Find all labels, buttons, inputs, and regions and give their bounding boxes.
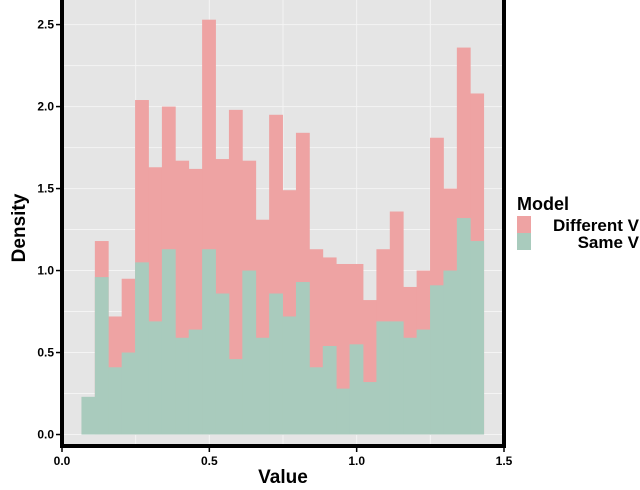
y-tick-label: 0.5: [37, 346, 54, 360]
plot-panel-frame: [60, 0, 506, 448]
same-v-bar: [94, 277, 109, 435]
same-v-bar: [403, 337, 418, 435]
x-axis-ticks: 0.0 0.5 1.0 1.5: [54, 448, 513, 468]
same-v-bar: [135, 262, 149, 435]
x-tick-label: 1.5: [496, 454, 513, 468]
same-v-bar: [349, 344, 364, 435]
same-v-bar: [322, 345, 337, 435]
same-v-bar: [363, 382, 377, 435]
same-v-bar: [255, 337, 270, 435]
legend-title: Model: [517, 194, 569, 214]
x-tick-label: 0.0: [54, 454, 71, 468]
same-v-bar: [108, 367, 123, 435]
same-v-bar: [175, 337, 190, 435]
same-v-bar: [81, 396, 96, 435]
x-tick-label: 1.0: [348, 454, 365, 468]
same-v-bar: [470, 241, 485, 435]
same-v-bar: [443, 270, 458, 435]
same-v-bar: [389, 321, 404, 435]
same-v-bar: [228, 359, 243, 435]
same-v-bar: [215, 293, 230, 435]
same-v-bar: [376, 321, 391, 435]
y-tick-label: 2.0: [37, 100, 54, 114]
same-v-bar: [161, 249, 176, 435]
legend-key-different-v: [517, 216, 531, 233]
same-v-bar: [242, 270, 257, 435]
same-v-bars: [81, 218, 485, 435]
legend-label-different-v: Different V: [553, 216, 640, 235]
same-v-bar: [269, 293, 283, 435]
same-v-bar: [282, 316, 297, 435]
same-v-bar: [430, 285, 444, 435]
same-v-bar: [456, 218, 471, 435]
y-axis-ticks: 0.0 0.5 1.0 1.5 2.0 2.5: [37, 18, 60, 442]
same-v-bar: [309, 367, 324, 435]
x-tick-label: 0.5: [201, 454, 218, 468]
x-axis-title: Value: [258, 467, 308, 488]
different-v-bar: [228, 109, 243, 435]
same-v-bar: [336, 388, 350, 435]
legend: Model Different V Same V: [517, 194, 640, 252]
same-v-bar: [295, 282, 310, 435]
y-tick-label: 1.5: [37, 182, 54, 196]
same-v-bar: [188, 329, 203, 435]
same-v-bar: [121, 352, 136, 435]
same-v-bar: [148, 321, 163, 435]
y-tick-label: 1.0: [37, 264, 54, 278]
same-v-bar: [416, 329, 431, 435]
same-v-bar: [202, 249, 216, 435]
legend-key-same-v: [517, 233, 531, 250]
y-tick-label: 0.0: [37, 428, 54, 442]
y-tick-label: 2.5: [37, 18, 54, 32]
y-axis-title: Density: [9, 193, 30, 262]
legend-label-same-v: Same V: [578, 233, 640, 252]
